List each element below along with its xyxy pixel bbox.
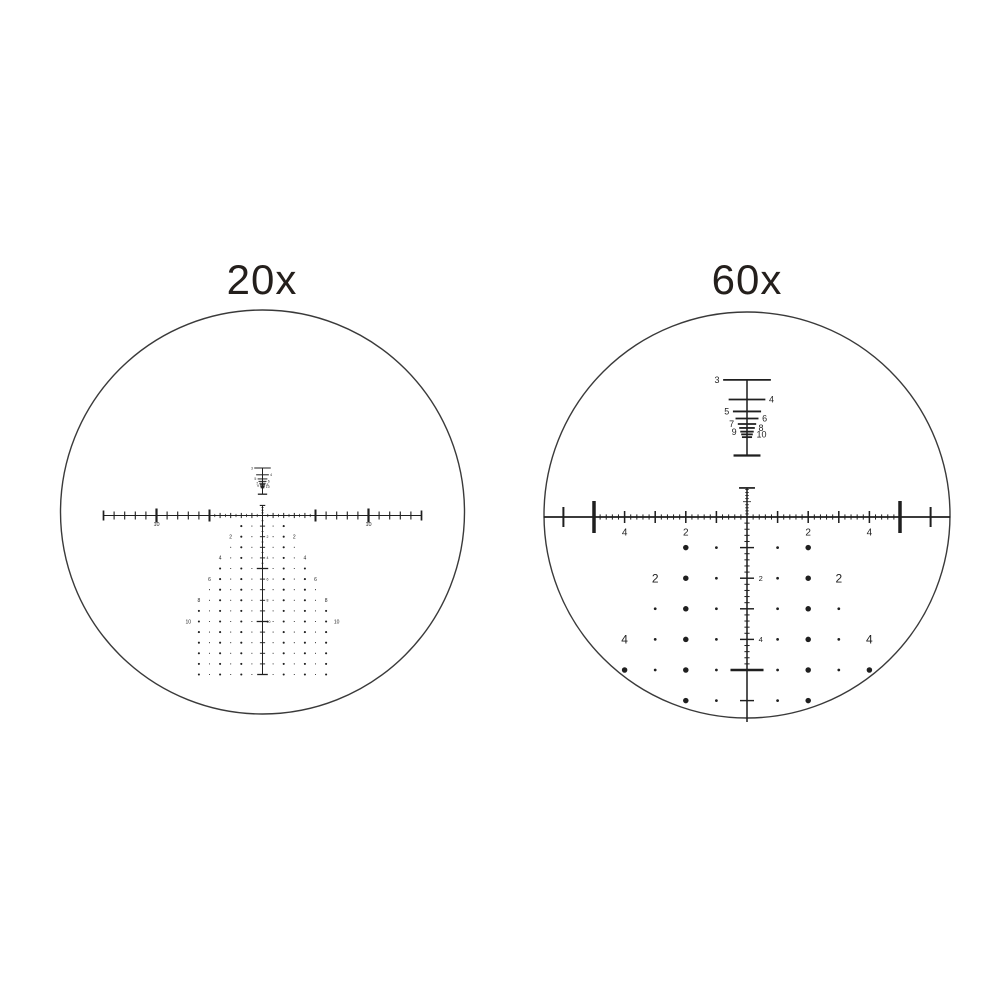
svg-text:2: 2 [267, 535, 269, 539]
upper-post [739, 487, 755, 517]
svg-text:6: 6 [268, 480, 270, 484]
ranging-stack: 3 4 5 6 7 8 9 10 [251, 466, 272, 495]
svg-text:2: 2 [683, 528, 689, 539]
svg-text:4: 4 [219, 556, 222, 562]
svg-text:8: 8 [758, 423, 763, 433]
svg-text:2: 2 [759, 574, 763, 583]
svg-text:2: 2 [652, 572, 659, 586]
svg-text:6: 6 [267, 577, 269, 581]
magnification-title-60x: 60x [711, 256, 783, 303]
holdover-dot-grid: 2 2 4 4 6 6 8 8 10 10 [186, 525, 340, 676]
svg-text:8: 8 [560, 755, 567, 769]
svg-text:4: 4 [867, 528, 873, 539]
svg-text:4: 4 [267, 556, 269, 560]
svg-text:4: 4 [622, 528, 628, 539]
svg-text:4: 4 [759, 635, 763, 644]
svg-text:8: 8 [266, 483, 268, 487]
fov-circle [59, 309, 466, 715]
svg-text:10: 10 [756, 430, 766, 440]
lower-post: 24 [730, 517, 764, 723]
svg-text:2: 2 [835, 572, 842, 586]
svg-text:3: 3 [251, 466, 253, 470]
svg-text:8: 8 [927, 755, 934, 769]
svg-text:8: 8 [198, 598, 201, 604]
svg-text:7: 7 [256, 482, 258, 486]
svg-text:10: 10 [334, 619, 340, 625]
svg-text:10: 10 [267, 620, 271, 624]
svg-text:8: 8 [325, 598, 328, 604]
svg-text:4: 4 [304, 556, 307, 562]
svg-text:10: 10 [526, 816, 540, 830]
svg-text:5: 5 [724, 407, 729, 417]
svg-text:2: 2 [229, 535, 232, 541]
svg-text:10: 10 [153, 522, 159, 528]
svg-text:6: 6 [591, 694, 598, 708]
svg-text:2: 2 [805, 528, 811, 539]
svg-text:10: 10 [186, 619, 192, 625]
svg-text:6: 6 [762, 414, 767, 424]
svg-text:4: 4 [621, 633, 628, 647]
svg-text:4: 4 [866, 633, 873, 647]
svg-text:8: 8 [267, 599, 269, 603]
svg-text:5: 5 [254, 477, 256, 481]
svg-text:6: 6 [314, 577, 317, 583]
svg-text:4: 4 [769, 395, 774, 405]
svg-text:6: 6 [897, 694, 904, 708]
svg-text:6: 6 [208, 577, 211, 583]
lower-post: 2 4 6 8 10 [256, 515, 271, 676]
svg-text:3: 3 [714, 375, 719, 385]
upper-post [259, 504, 266, 516]
svg-text:10: 10 [266, 485, 270, 489]
svg-text:9: 9 [257, 484, 259, 488]
magnification-title-20x: 20x [226, 256, 298, 303]
svg-text:9: 9 [732, 427, 737, 437]
svg-text:2: 2 [293, 535, 296, 541]
svg-text:10: 10 [955, 816, 969, 830]
svg-text:7: 7 [729, 419, 734, 429]
ranging-stack: 3 4 5 6 7 8 9 10 [714, 375, 774, 457]
svg-text:4: 4 [270, 473, 272, 477]
svg-text:10: 10 [365, 522, 371, 528]
